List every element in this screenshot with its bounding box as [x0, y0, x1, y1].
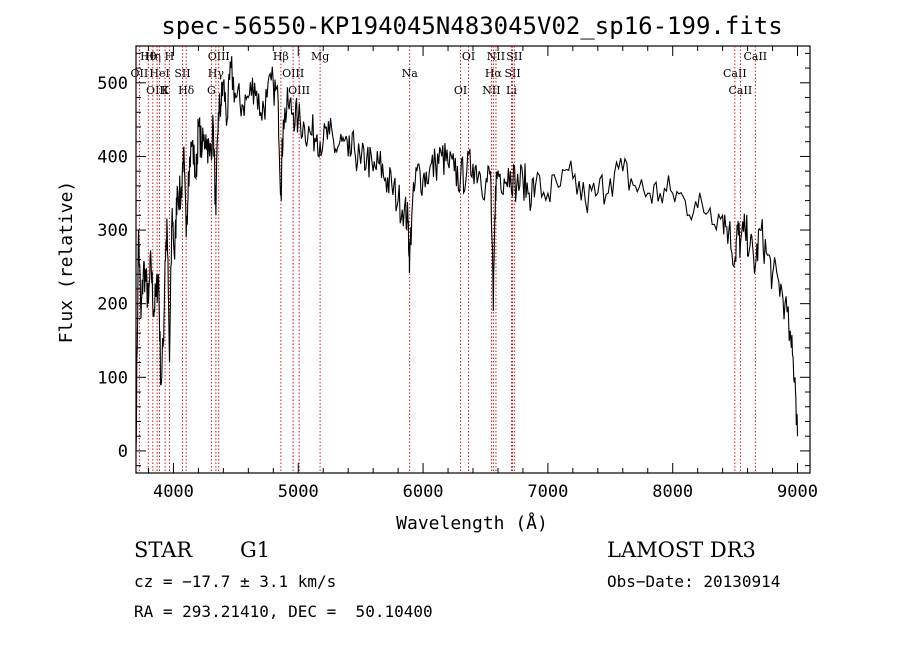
- y-tick-label: 200: [97, 295, 128, 315]
- spectral-line-label: NII: [482, 84, 500, 97]
- spectral-line-label: OIII: [282, 67, 304, 80]
- x-axis-label: Wavelength (Å): [396, 512, 548, 534]
- sky-coordinates: RA = 293.21410, DEC = 50.10400: [134, 602, 433, 621]
- spectral-line-label: OI: [454, 84, 467, 97]
- spectral-line-label: Hη: [145, 50, 161, 63]
- spectral-line-label: OII: [131, 67, 149, 80]
- spectral-line-label: SII: [504, 67, 520, 80]
- spectral-line-label: Hγ: [208, 67, 225, 80]
- x-tick-label: 4000: [153, 482, 194, 502]
- spectral-line-label: K: [161, 84, 170, 97]
- spectral-line-label: SII: [506, 50, 522, 63]
- spectral-line-label: CaII: [729, 84, 753, 97]
- spectral-line-label: Hδ: [178, 84, 195, 97]
- spectral-line-label: G: [207, 84, 216, 97]
- spectral-line-label: HeI: [149, 67, 169, 80]
- x-tick-label: 9000: [777, 482, 818, 502]
- spectrum-trace: [135, 56, 799, 451]
- spectral-line-label: Li: [506, 84, 517, 97]
- spectral-line-label: Hβ: [273, 50, 289, 63]
- y-tick-label: 0: [118, 442, 128, 462]
- spectral-line-label: CaII: [743, 50, 767, 63]
- y-tick-label: 500: [97, 74, 128, 94]
- y-tick-label: 100: [97, 368, 128, 388]
- spectral-line-label: Mg: [311, 50, 329, 63]
- spectral-line-label: OI: [462, 50, 475, 63]
- x-tick-label: 6000: [403, 482, 444, 502]
- x-tick-label: 7000: [527, 482, 568, 502]
- y-tick-label: 400: [97, 147, 128, 167]
- spectral-line-label: OIII: [146, 84, 168, 97]
- y-axis-label: Flux (relative): [56, 181, 77, 344]
- observation-date: Obs−Date: 20130914: [607, 572, 781, 591]
- object-subclass: G1: [240, 538, 271, 562]
- y-tick-label: 300: [97, 221, 128, 241]
- survey-name: LAMOST DR3: [607, 538, 756, 562]
- plot-frame: [135, 45, 811, 474]
- redshift-velocity: cz = −17.7 ± 3.1 km/s: [134, 572, 337, 591]
- chart-title: spec-56550-KP194045N483045V02_sp16-199.f…: [161, 12, 782, 40]
- spectral-line-label: SII: [174, 67, 190, 80]
- spectral-line-label: OIII: [288, 84, 310, 97]
- x-tick-label: 5000: [278, 482, 319, 502]
- object-class: STAR: [134, 538, 193, 562]
- spectral-line-label: OIII: [208, 50, 230, 63]
- spectral-line-label: H: [165, 50, 175, 63]
- spectral-line-label: Na: [402, 67, 419, 80]
- spectral-line-label: Hα: [485, 67, 503, 80]
- spectral-line-label: NII: [487, 50, 505, 63]
- spectral-line-label: CaII: [723, 67, 747, 80]
- x-tick-label: 8000: [652, 482, 693, 502]
